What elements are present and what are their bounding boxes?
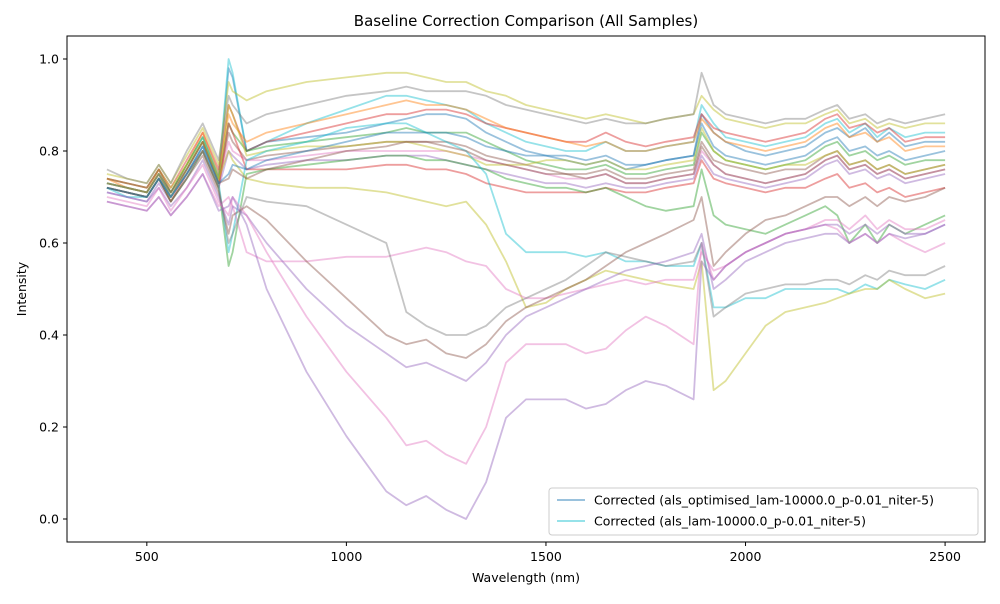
- series-line-12: [106, 122, 946, 203]
- x-axis-label: Wavelength (nm): [472, 570, 580, 585]
- series-line-18: [106, 154, 946, 359]
- y-tick-label: 0.0: [39, 512, 59, 527]
- series-line-6: [106, 99, 946, 194]
- series-line-9: [106, 140, 946, 198]
- x-tick-label: 500: [135, 549, 159, 564]
- x-tick-label: 1500: [530, 549, 562, 564]
- series-line-10: [106, 150, 946, 203]
- legend: Corrected (als_optimised_lam-10000.0_p-0…: [548, 487, 979, 536]
- series-line-13: [106, 150, 946, 267]
- x-axis: 500 1000 1500 2000 2500: [135, 542, 961, 564]
- chart-title: Baseline Correction Comparison (All Samp…: [354, 12, 698, 30]
- series-line-3: [106, 104, 946, 189]
- legend-label-1: Corrected (als_optimised_lam-10000.0_p-0…: [594, 493, 934, 508]
- y-tick-label: 0.6: [39, 236, 59, 251]
- series-line-1: [106, 67, 946, 198]
- series-line-7: [106, 122, 946, 194]
- legend-box: [548, 487, 979, 536]
- series-line-11: [106, 104, 946, 198]
- series-line-21: [106, 173, 946, 520]
- x-tick-label: 2500: [929, 549, 961, 564]
- series-layer: [106, 58, 946, 520]
- series-line-16: [106, 173, 946, 300]
- x-tick-label: 1000: [330, 549, 362, 564]
- series-line-15: [106, 140, 946, 392]
- series-line-22: [106, 140, 946, 194]
- series-line-5: [106, 71, 946, 185]
- y-axis-label: Intensity: [14, 261, 29, 316]
- x-tick-label: 2000: [730, 549, 762, 564]
- y-tick-label: 0.4: [39, 328, 59, 343]
- series-line-20: [106, 163, 946, 465]
- y-tick-label: 1.0: [39, 52, 59, 67]
- y-tick-label: 0.8: [39, 144, 59, 159]
- plot-frame: [66, 35, 986, 543]
- legend-label-2: Corrected (als_lam-10000.0_p-0.01_niter-…: [594, 514, 866, 529]
- series-line-19: [106, 159, 946, 382]
- series-line-23: [106, 122, 946, 198]
- y-tick-label: 0.2: [39, 420, 59, 435]
- series-line-4: [106, 71, 946, 185]
- series-line-17: [106, 150, 946, 336]
- series-line-2: [106, 58, 946, 194]
- series-line-14: [106, 122, 946, 309]
- series-line-8: [106, 131, 946, 198]
- y-axis: 0.0 0.2 0.4 0.6 0.8 1.0: [39, 52, 67, 527]
